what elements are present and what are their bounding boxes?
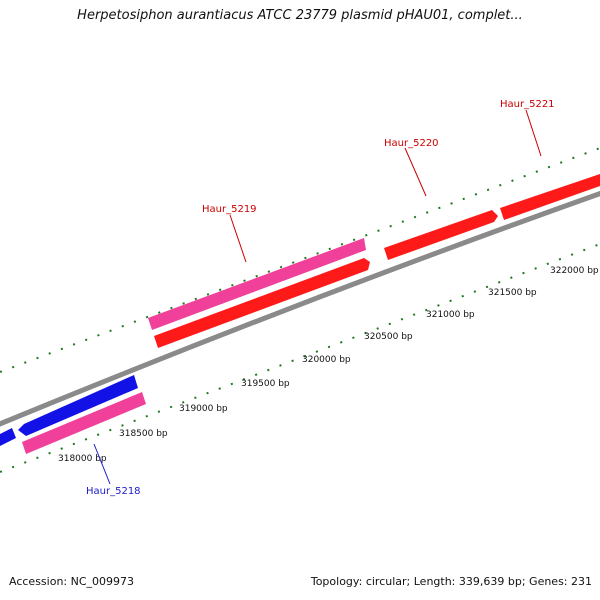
- tick-label: 318000 bp: [58, 454, 107, 464]
- map-title: Herpetosiphon aurantiacus ATCC 23779 pla…: [77, 8, 523, 23]
- tick-label: 320000 bp: [302, 355, 351, 365]
- gene-haur-5218-feature[interactable]: [22, 392, 146, 454]
- gene-label-haur-5218[interactable]: Haur_5218: [86, 486, 141, 497]
- gene-label-haur-5220[interactable]: Haur_5220: [384, 138, 439, 149]
- callout-haur-5218: [93, 443, 111, 485]
- gene-haur-5219-feature[interactable]: [148, 238, 366, 330]
- gene-haur-5219-cds[interactable]: [154, 258, 370, 348]
- tick-label: 318500 bp: [119, 429, 168, 439]
- gene-haur-5217-cds[interactable]: [0, 428, 16, 446]
- callout-haur-5220: [404, 147, 427, 197]
- topology-summary-text: Topology: circular; Length: 339,639 bp; …: [310, 575, 592, 588]
- inner-tick-ring: [0, 243, 600, 473]
- tick-label: 322000 bp: [550, 266, 599, 276]
- outer-tick-ring: [0, 147, 600, 373]
- callout-haur-5221: [525, 109, 542, 157]
- gene-haur-5221-cds[interactable]: [500, 174, 600, 220]
- tick-label: 321500 bp: [488, 288, 537, 298]
- gene-label-haur-5221[interactable]: Haur_5221: [500, 99, 555, 110]
- callout-haur-5219: [229, 214, 247, 263]
- gene-label-haur-5219[interactable]: Haur_5219: [202, 204, 257, 215]
- tick-label: 319500 bp: [241, 379, 290, 389]
- accession-text: Accession: NC_009973: [9, 575, 135, 588]
- gene-haur-5220-cds[interactable]: [384, 210, 498, 260]
- tick-label: 321000 bp: [426, 310, 475, 320]
- tick-label: 320500 bp: [364, 332, 413, 342]
- tick-label: 319000 bp: [179, 404, 228, 414]
- sequence-backbone: [0, 190, 600, 427]
- gene-haur-5218-cds[interactable]: [18, 375, 138, 436]
